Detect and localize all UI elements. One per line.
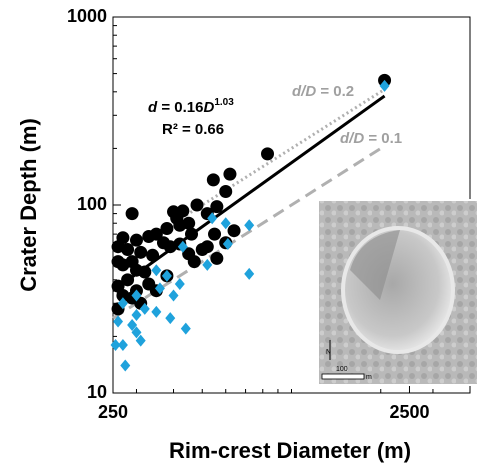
point (222, 238, 233, 251)
point (138, 265, 152, 279)
ratio-label-part: = 0.2 (316, 83, 354, 100)
point (113, 315, 124, 328)
ratio-label: d/D = 0.1 (340, 130, 402, 147)
ratio-label-part: d/D (292, 83, 316, 100)
point (131, 289, 142, 302)
inset-image: N 100 m (317, 199, 479, 386)
fit-equation-part: = 0.16 (157, 99, 203, 116)
point (120, 359, 131, 372)
fit-equation: d = 0.16D1.03 (148, 97, 234, 116)
point (121, 242, 135, 256)
point (190, 198, 204, 212)
point (210, 200, 224, 214)
point (173, 218, 187, 232)
point (220, 217, 231, 230)
point (160, 221, 174, 235)
point (208, 227, 222, 241)
point (227, 224, 241, 238)
point (223, 167, 237, 181)
point (206, 173, 220, 187)
y-tick-label: 1000 (67, 6, 107, 26)
y-tick-label: 10 (87, 382, 107, 402)
ratio-label: d/D = 0.2 (292, 83, 354, 100)
fit-exponent: 1.03 (214, 97, 234, 108)
point (168, 289, 179, 302)
point (187, 255, 201, 269)
point (185, 227, 199, 241)
x-tick-label: 2500 (389, 402, 429, 422)
point (129, 233, 143, 247)
point (180, 322, 191, 335)
point (117, 297, 128, 310)
scale-bar (321, 373, 365, 380)
point (125, 207, 139, 221)
point (154, 282, 165, 295)
fit-r2: R² = 0.66 (162, 121, 224, 138)
x-tick-label: 250 (98, 402, 128, 422)
point (135, 334, 146, 347)
fit-equation-part: D (203, 99, 214, 116)
point (117, 339, 128, 352)
point (151, 305, 162, 318)
ratio-label-part: d/D (340, 130, 364, 147)
point (151, 264, 162, 277)
fit-equation-part: d (148, 99, 158, 116)
point (244, 267, 255, 280)
point (139, 302, 150, 315)
point (379, 79, 390, 92)
point (202, 258, 213, 271)
trend-line (172, 88, 386, 225)
point (127, 318, 138, 331)
point (110, 339, 121, 352)
ratio-label-part: = 0.1 (364, 130, 402, 147)
trend-line (112, 144, 386, 320)
point (219, 184, 233, 198)
point (121, 273, 135, 287)
point (174, 278, 185, 291)
point (177, 240, 188, 253)
y-axis-label: Crater Depth (m) (16, 118, 41, 292)
x-axis-label: Rim-crest Diameter (m) (169, 438, 411, 463)
point (131, 326, 142, 339)
crater-shadow (350, 230, 400, 300)
point (134, 245, 148, 259)
point (244, 219, 255, 232)
scale-label: 100 (336, 366, 348, 373)
y-tick-label: 100 (77, 194, 107, 214)
point (161, 269, 172, 282)
point (131, 308, 142, 321)
scale-unit: m (366, 374, 372, 381)
point (200, 240, 214, 254)
point (165, 312, 176, 325)
point (261, 147, 275, 161)
point (210, 251, 224, 265)
point (142, 229, 156, 243)
point (146, 248, 160, 262)
crater (341, 226, 455, 354)
point (207, 212, 218, 225)
north-label: N (326, 349, 331, 356)
